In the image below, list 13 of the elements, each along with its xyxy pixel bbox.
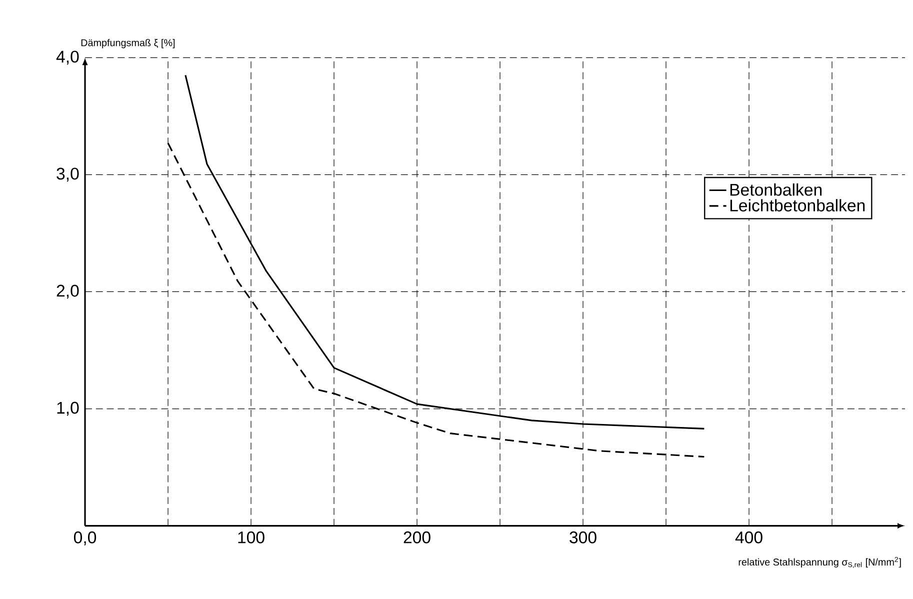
y-axis-title: Dämpfungsmaß ξ [%] (81, 38, 175, 48)
y-tick-label: 4,0 (56, 50, 79, 64)
legend-label: Betonbalken (730, 183, 822, 196)
x-tick-label: 300 (570, 531, 596, 544)
y-tick-label: 2,0 (56, 284, 79, 299)
x-axis-title: relative Stahlspannung σ$_{S,rel}$ [N/mm$^{2}$] (738, 556, 901, 568)
legend-label: Leichtbetonbalken (730, 198, 865, 212)
x-tick-label: 200 (404, 531, 430, 544)
y-tick-label: 3,0 (56, 168, 79, 182)
y-tick-label: 1,0 (57, 402, 79, 416)
x-tick-label: 100 (238, 531, 264, 544)
x-tick-label: 0,0 (74, 531, 96, 546)
x-tick-label: 400 (735, 531, 762, 544)
